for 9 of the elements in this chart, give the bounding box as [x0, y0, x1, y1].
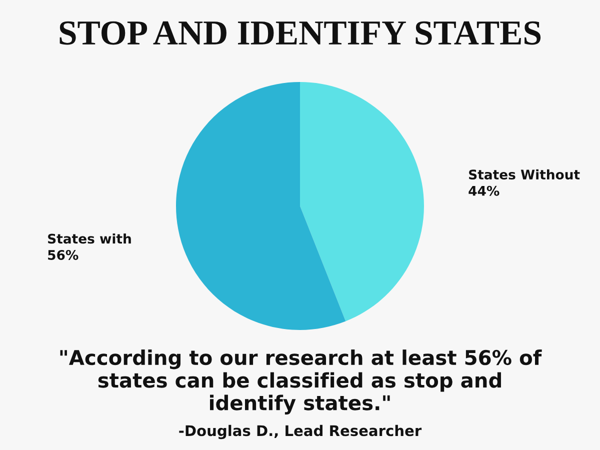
slice-label: States Without: [469, 169, 580, 180]
pie-slice: [176, 82, 346, 330]
text: -Douglas D., Lead Researcher: [179, 424, 422, 440]
text: "According to our research at least 56% of states can be classified as stop and identify states.": [60, 350, 542, 414]
pie-slice: [300, 82, 424, 322]
data-label: 44%: [468, 186, 500, 196]
slice-label: States with: [48, 233, 131, 244]
chart-title: STOP AND IDENTIFY STATES: [60, 21, 541, 45]
data-label: 56%: [48, 250, 78, 260]
